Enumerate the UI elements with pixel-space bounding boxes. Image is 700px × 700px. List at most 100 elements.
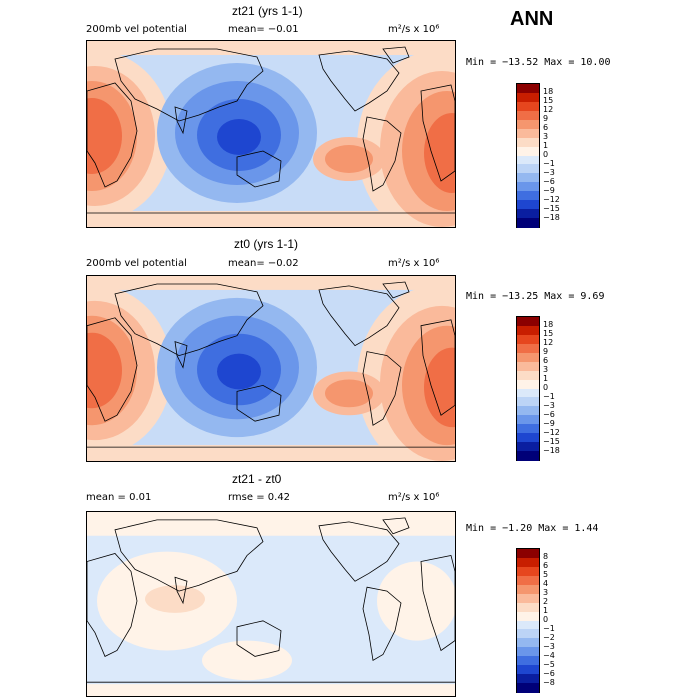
colorbar-cell [517,110,539,121]
colorbar-level-label: −12 [543,194,560,204]
colorbar-cell [517,119,539,130]
colorbar-cell [517,674,539,684]
colorbar-level-label: −8 [543,677,555,687]
field-west-positive-4 [87,98,122,174]
panel-1-colorbar: 18 15 12 9 6 3 1 0 −1 −3 −6 −9 −12 −15 −18 [516,83,576,228]
continent-north-america [318,285,400,347]
colorbar-cell [517,451,539,461]
colorbar-level-label: −15 [543,203,560,213]
colorbar-cell [517,406,539,416]
colorbar-cell [517,602,539,613]
continent-india [174,576,188,605]
colorbar-cell [517,334,539,345]
field-south-band [87,684,455,696]
colorbar-level-label: 12 [543,105,554,115]
colorbar-cell [517,683,539,693]
colorbar-level-label: 6 [543,356,549,366]
colorbar-cell [517,442,539,452]
season-label: ANN [510,8,554,30]
panel-2-colorbar: 18 15 12 9 6 3 1 0 −1 −3 −6 −9 −12 −15 −18 [516,316,576,461]
panel-2-minmax: Min = −13.25 Max = 9.69 [466,291,605,302]
colorbar-level-label: 6 [543,561,549,571]
continent-north-america [318,50,400,112]
colorbar-level-label: −15 [543,436,560,446]
colorbar-cell [517,433,539,443]
continent-eurasia [114,283,264,357]
continent-africa [87,317,138,422]
panel-3-map [86,511,456,697]
colorbar-level-label: 4 [543,579,549,589]
colorbar-level-label: 15 [543,96,554,106]
colorbar-level-label: −1 [543,391,555,401]
continent-west-africa [420,84,455,182]
colorbar-level-label: 3 [543,365,549,375]
colorbar-cell [517,182,539,192]
field-south-band [87,211,455,227]
colorbar-cell [517,415,539,425]
colorbar-cell [517,575,539,586]
colorbar-level-label: 18 [543,87,554,97]
field-epac-positive-2 [325,379,373,408]
colorbar-box [516,548,540,693]
colorbar-cell [517,317,539,327]
continent-south-america [362,351,402,426]
colorbar-level-label: 3 [543,132,549,142]
colorbar-level-label: 1 [543,141,549,151]
colorbar-cell [517,665,539,675]
colorbar-level-label: −18 [543,445,560,455]
continent-west-africa [420,319,455,416]
panel-1-mean-label: mean= −0.01 [228,24,299,35]
colorbar-box [516,83,540,228]
panel-1-variable-label: 200mb vel potential [86,24,187,35]
colorbar-cell [517,370,539,381]
colorbar-cell [517,549,539,559]
panel-2-variable-label: 200mb vel potential [86,258,187,269]
continent-india [174,106,188,135]
panel-3-units-label: m²/s x 10⁶ [388,492,440,503]
colorbar-level-label: −3 [543,641,555,651]
colorbar-cell [517,200,539,210]
colorbar-cell [517,191,539,201]
colorbar-cell [517,92,539,103]
colorbar-cell [517,593,539,604]
colorbar-cell [517,101,539,112]
colorbar-level-label: −3 [543,167,555,177]
panel-3-colorbar: 8 6 5 4 3 2 1 0 −1 −2 −3 −4 −5 −6 −8 [516,548,576,693]
colorbar-cell [517,325,539,336]
world-map-field [87,512,455,696]
field-south-band [87,445,455,461]
panel-1-units-label: m²/s x 10⁶ [388,24,440,35]
field-south-positive [202,640,292,681]
colorbar-level-label: 1 [543,606,549,616]
colorbar-cell [517,352,539,363]
colorbar-cell [517,638,539,648]
continent-greenland [382,281,410,299]
colorbar-level-label: 12 [543,338,554,348]
colorbar-cell [517,343,539,354]
colorbar-level-label: 9 [543,347,549,357]
colorbar-level-label: −3 [543,400,555,410]
continent-greenland [382,46,410,64]
colorbar-level-label: 1 [543,374,549,384]
colorbar-cell [517,424,539,434]
panel-3-mean-label: mean = 0.01 [86,492,152,503]
colorbar-level-label: 6 [543,123,549,133]
colorbar-cell [517,656,539,666]
colorbar-level-label: 0 [543,615,549,624]
colorbar-level-label: 0 [543,150,549,159]
field-atlantic-positive [377,561,455,641]
colorbar-cell [517,173,539,183]
colorbar-level-label: 0 [543,383,549,392]
colorbar-level-label: −6 [543,668,555,678]
colorbar-level-label: 3 [543,588,549,598]
world-map-field [87,41,455,227]
colorbar-level-label: −4 [543,650,555,660]
colorbar-cell [517,218,539,228]
field-north-band [87,276,455,290]
colorbar-cell [517,84,539,94]
colorbar-cell [517,557,539,568]
colorbar-cell [517,620,539,630]
colorbar-cell [517,146,539,156]
colorbar-level-label: −1 [543,158,555,168]
continent-north-america [318,521,400,582]
